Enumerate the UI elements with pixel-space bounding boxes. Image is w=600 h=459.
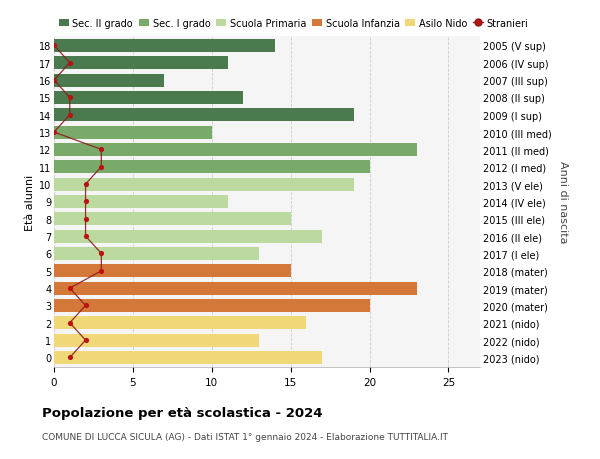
- Point: [97, 164, 106, 171]
- Bar: [54, 92, 244, 105]
- Point: [49, 43, 59, 50]
- Bar: [54, 178, 354, 191]
- Y-axis label: Età alunni: Età alunni: [25, 174, 35, 230]
- Bar: [54, 317, 307, 330]
- Point: [81, 181, 91, 188]
- Bar: [54, 40, 275, 53]
- Bar: [54, 230, 322, 243]
- Point: [65, 319, 74, 327]
- Bar: [54, 144, 417, 157]
- Bar: [54, 161, 370, 174]
- Point: [65, 95, 74, 102]
- Y-axis label: Anni di nascita: Anni di nascita: [558, 161, 568, 243]
- Bar: [54, 247, 259, 260]
- Text: Popolazione per età scolastica - 2024: Popolazione per età scolastica - 2024: [42, 406, 323, 419]
- Bar: [54, 57, 227, 70]
- Point: [65, 354, 74, 361]
- Point: [81, 198, 91, 206]
- Point: [81, 216, 91, 223]
- Point: [65, 285, 74, 292]
- Bar: [54, 74, 164, 87]
- Bar: [54, 334, 259, 347]
- Bar: [54, 109, 354, 122]
- Point: [65, 60, 74, 67]
- Bar: [54, 213, 290, 226]
- Point: [81, 302, 91, 309]
- Point: [49, 77, 59, 84]
- Bar: [54, 282, 417, 295]
- Bar: [54, 299, 370, 312]
- Point: [49, 129, 59, 136]
- Point: [81, 337, 91, 344]
- Point: [97, 146, 106, 154]
- Point: [81, 233, 91, 240]
- Bar: [54, 265, 290, 278]
- Bar: [54, 126, 212, 139]
- Legend: Sec. II grado, Sec. I grado, Scuola Primaria, Scuola Infanzia, Asilo Nido, Stran: Sec. II grado, Sec. I grado, Scuola Prim…: [59, 18, 529, 28]
- Point: [65, 112, 74, 119]
- Bar: [54, 351, 322, 364]
- Point: [97, 268, 106, 275]
- Text: COMUNE DI LUCCA SICULA (AG) - Dati ISTAT 1° gennaio 2024 - Elaborazione TUTTITAL: COMUNE DI LUCCA SICULA (AG) - Dati ISTAT…: [42, 432, 448, 442]
- Point: [97, 250, 106, 257]
- Bar: [54, 196, 227, 208]
